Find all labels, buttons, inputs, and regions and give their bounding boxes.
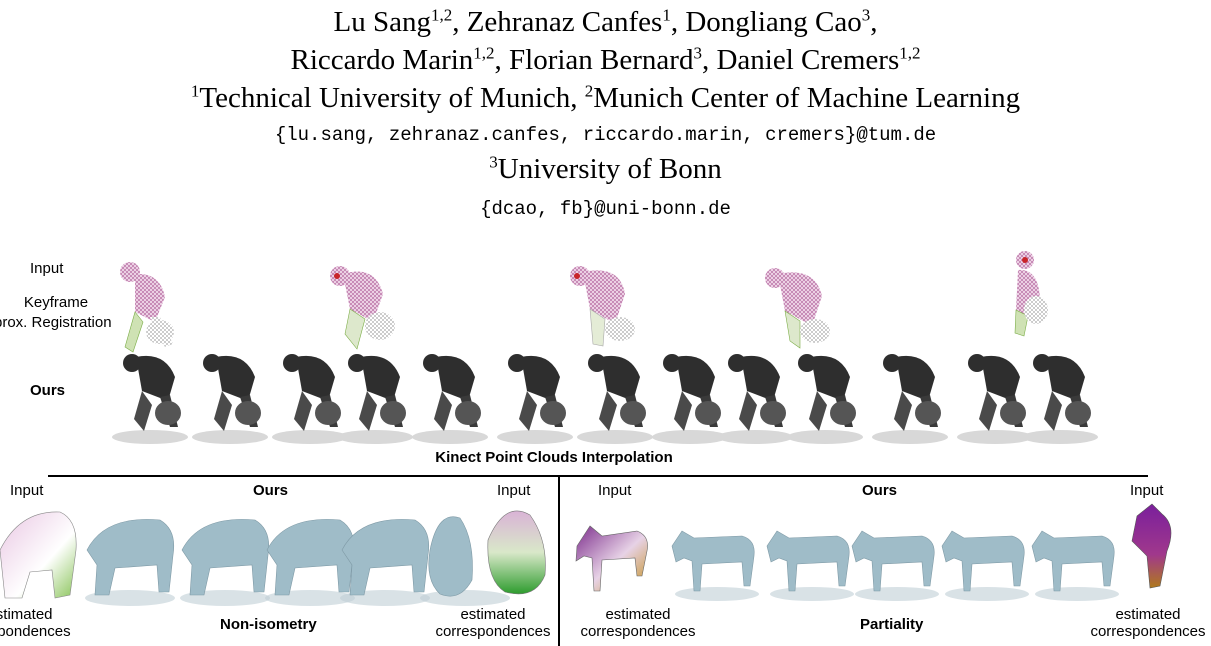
ours-person-8 (652, 354, 728, 444)
author-lu-sang: Lu Sang1,2 (333, 5, 453, 38)
partiality-corr-right-label: estimated correspondences (1090, 606, 1206, 640)
nonisometry-caption: Non-isometry (220, 616, 317, 633)
ours-person-9 (717, 354, 793, 444)
top-panel-caption: Kinect Point Clouds Interpolation (435, 449, 673, 466)
nonisometry-input-left-label: Input (10, 482, 44, 499)
row-label-input: Input (30, 260, 64, 277)
row-label-keyframe: Keyframe (23, 294, 89, 311)
partiality-input-left-label: Input (598, 482, 632, 499)
kinect-figure (112, 251, 1098, 444)
ours-person-6 (497, 354, 573, 444)
partiality-input-right-label: Input (1130, 482, 1164, 499)
ours-point-cloud-row (112, 354, 1098, 444)
affiliation-bonn: 3University of Bonn (489, 152, 722, 185)
partiality-caption: Partiality (860, 616, 924, 633)
ours-person-3 (272, 354, 348, 444)
email-tum: {lu.sang, zehranaz.canfes, riccardo.mari… (274, 124, 937, 146)
keyframe-mesh-2 (330, 266, 395, 350)
keyframe-mesh-1 (120, 262, 174, 353)
panel-divider-horizontal (48, 475, 1148, 477)
affiliation-mcml: Munich Center of Machine Learning (593, 82, 1021, 114)
authors-line-2: Riccardo Marin1,2, Florian Bernard3, Dan… (290, 43, 921, 76)
nonisometry-input-right-shape (487, 510, 546, 595)
nonisometry-figure (0, 510, 546, 606)
row-label-ours: Ours (30, 382, 66, 399)
affiliation-tum: Technical University of Munich, (199, 82, 585, 114)
nonisometry-ours-meshes (85, 516, 510, 606)
ours-person-7 (577, 354, 653, 444)
authors-line-1: Lu Sang1,2, Zehranaz Canfes1, Dongliang … (333, 5, 878, 38)
partiality-figure (575, 503, 1172, 601)
nonisometry-input-right-label: Input (497, 482, 531, 499)
partiality-input-right-shape (1131, 503, 1172, 589)
keyframe-mesh-4 (765, 268, 830, 349)
ours-person-2 (192, 354, 268, 444)
nonisometry-mesh-1 (85, 519, 175, 606)
partiality-ours-label: Ours (862, 482, 898, 499)
ours-person-11 (872, 354, 948, 444)
author-dongliang-cao: Dongliang Cao3 (685, 5, 871, 38)
nonisometry-mesh-3 (265, 519, 355, 606)
partiality-corr-left-label: estimated correspondences (580, 606, 696, 640)
ours-person-1 (112, 354, 188, 444)
author-florian-bernard: Florian Bernard3 (509, 43, 702, 76)
nonisometry-corr-right-label: estimated correspondences (435, 606, 551, 640)
nonisometry-corr-left-label: estimated espondences (0, 606, 71, 640)
nonisometry-mesh-5 (420, 516, 510, 606)
nonisometry-mesh-4 (340, 519, 430, 606)
nonisometry-input-left-shape (0, 511, 77, 599)
keyframe-mesh-3 (570, 266, 635, 347)
partiality-mesh-4 (941, 530, 1029, 601)
panel-divider-vertical (558, 477, 560, 646)
author-daniel-cremers: Daniel Cremers1,2 (716, 43, 921, 76)
partiality-mesh-3 (851, 530, 939, 601)
partiality-input-left-shape (575, 525, 648, 592)
ours-person-12 (957, 354, 1033, 444)
author-riccardo-marin: Riccardo Marin1,2 (290, 43, 495, 76)
author-zehranaz-canfes: Zehranaz Canfes1 (466, 5, 671, 38)
partiality-mesh-5 (1031, 530, 1119, 601)
ours-person-13 (1022, 354, 1098, 444)
partiality-ours-meshes (671, 530, 1119, 601)
ours-person-5 (412, 354, 488, 444)
partiality-mesh-2 (766, 530, 854, 601)
partiality-mesh-1 (671, 530, 759, 601)
email-bonn: {dcao, fb}@uni-bonn.de (480, 198, 731, 220)
row-label-registration: prox. Registration (0, 314, 112, 331)
affiliations-line: 1Technical University of Munich, 2Munich… (190, 81, 1021, 114)
nonisometry-ours-label: Ours (253, 482, 289, 499)
ours-person-4 (337, 354, 413, 444)
ours-person-10 (787, 354, 863, 444)
nonisometry-mesh-2 (180, 519, 270, 606)
keyframe-mesh-5 (1014, 251, 1048, 337)
